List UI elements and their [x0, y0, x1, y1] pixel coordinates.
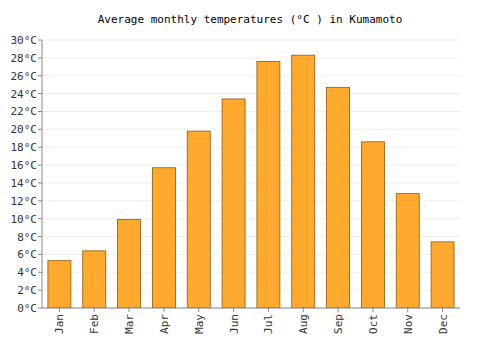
- grid-line: [42, 165, 460, 166]
- bar: [222, 99, 245, 308]
- x-tick-mark: [129, 308, 130, 312]
- grid-line: [42, 111, 460, 112]
- bar: [187, 131, 210, 308]
- tick-mark: [38, 40, 42, 41]
- x-tick-mark: [233, 308, 234, 312]
- tick-mark: [38, 200, 42, 201]
- bar: [152, 168, 175, 308]
- grid-line: [42, 147, 460, 148]
- x-tick-label: Mar: [123, 314, 136, 334]
- bar: [257, 61, 280, 308]
- x-tick-label: Jan: [53, 314, 66, 334]
- grid-line: [42, 308, 460, 309]
- bar: [396, 194, 419, 308]
- y-tick-label: 6°C: [17, 248, 37, 261]
- bars: [48, 55, 454, 308]
- x-tick-mark: [303, 308, 304, 312]
- y-tick-label: 16°C: [11, 159, 38, 172]
- grid-line: [42, 129, 460, 130]
- tick-mark: [38, 147, 42, 148]
- tick-mark: [38, 290, 42, 291]
- x-axis: [42, 308, 460, 309]
- tick-mark: [38, 218, 42, 219]
- x-tick-label: Oct: [367, 314, 380, 334]
- tick-mark: [38, 57, 42, 58]
- tick-mark: [38, 129, 42, 130]
- y-tick-label: 10°C: [11, 213, 38, 226]
- y-tick-label: 8°C: [17, 231, 37, 244]
- x-tick-label: Jul: [262, 314, 275, 334]
- y-tick-label: 20°C: [11, 123, 38, 136]
- x-tick-mark: [198, 308, 199, 312]
- bar: [48, 261, 71, 308]
- y-tick-label: 18°C: [11, 141, 38, 154]
- title: Average monthly temperatures (°C ) in Ku…: [98, 13, 403, 26]
- tick-mark: [38, 93, 42, 94]
- y-axis: [42, 40, 43, 308]
- bar: [361, 142, 384, 308]
- y-tick-label: 12°C: [11, 195, 38, 208]
- x-tick-mark: [94, 308, 95, 312]
- y-tick-label: 28°C: [11, 52, 38, 65]
- x-tick-label: May: [193, 314, 206, 334]
- tick-mark: [38, 182, 42, 183]
- x-tick-label: Feb: [88, 314, 101, 334]
- y-tick-label: 2°C: [17, 284, 37, 297]
- bar: [431, 242, 454, 308]
- y-tick-label: 26°C: [11, 70, 38, 83]
- tick-mark: [38, 272, 42, 273]
- x-tick-label: Sep: [332, 314, 345, 334]
- bar: [118, 220, 141, 308]
- x-tick-mark: [442, 308, 443, 312]
- grid-line: [42, 57, 460, 58]
- x-tick-mark: [407, 308, 408, 312]
- x-tick-mark: [372, 308, 373, 312]
- bar: [327, 87, 350, 308]
- grid-line: [42, 182, 460, 183]
- tick-mark: [38, 111, 42, 112]
- y-tick-label: 30°C: [11, 34, 38, 47]
- x-tick-label: Aug: [297, 314, 310, 334]
- x-tick-mark: [163, 308, 164, 312]
- y-tick-label: 0°C: [17, 302, 37, 315]
- y-tick-label: 14°C: [11, 177, 38, 190]
- tick-mark: [38, 308, 42, 309]
- tick-mark: [38, 75, 42, 76]
- tick-mark: [38, 254, 42, 255]
- chart: Average monthly temperatures (°C ) in Ku…: [0, 0, 500, 350]
- x-tick-label: Jun: [228, 314, 241, 334]
- x-tick-label: Nov: [402, 314, 415, 334]
- y-tick-label: 4°C: [17, 266, 37, 279]
- x-tick-mark: [268, 308, 269, 312]
- x-tick-mark: [338, 308, 339, 312]
- x-tick-label: Apr: [158, 314, 171, 334]
- grid-line: [42, 93, 460, 94]
- bar: [292, 55, 315, 308]
- tick-mark: [38, 236, 42, 237]
- tick-mark: [38, 165, 42, 166]
- grid-line: [42, 75, 460, 76]
- x-tick-label: Dec: [437, 314, 450, 334]
- y-tick-label: 24°C: [11, 88, 38, 101]
- x-tick-mark: [59, 308, 60, 312]
- bar: [83, 251, 106, 308]
- grid-line: [42, 40, 460, 41]
- y-tick-label: 22°C: [11, 105, 38, 118]
